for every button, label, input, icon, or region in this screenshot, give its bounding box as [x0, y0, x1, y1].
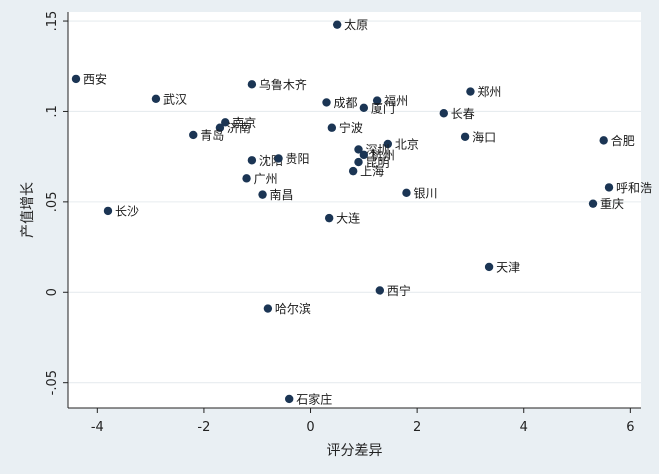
x-axis-title: 评分差异 — [327, 443, 383, 459]
data-point — [354, 157, 363, 167]
point-label: 合肥 — [611, 133, 635, 148]
data-point — [604, 183, 614, 192]
point-label: 重庆 — [600, 197, 624, 211]
y-axis-title: 产值增长 — [20, 182, 36, 238]
point-label: 昆明 — [365, 156, 389, 170]
point-label: 厦门 — [371, 100, 395, 115]
point-label: 南京 — [232, 115, 256, 130]
data-point — [439, 109, 448, 118]
data-point — [599, 136, 608, 145]
point-label: 济南 — [227, 120, 251, 135]
point-label: 上海 — [360, 164, 384, 179]
y-tick-label: 0 — [45, 288, 60, 296]
point-label: 南昌 — [270, 187, 294, 202]
point-label: 乌鲁木齐 — [259, 77, 307, 92]
point-label: 宁波 — [339, 120, 363, 135]
point-label: 西安 — [83, 71, 107, 86]
point-label: 广州 — [254, 172, 278, 186]
y-tick-label: .15 — [45, 11, 60, 32]
point-label: 海口 — [472, 129, 496, 144]
data-point — [263, 304, 273, 313]
data-point — [242, 174, 251, 183]
point-label: 大连 — [336, 211, 360, 226]
data-point — [359, 103, 369, 113]
point-label: 哈尔滨 — [275, 301, 311, 316]
point-label: 太原 — [344, 17, 368, 32]
x-tick-label: 4 — [520, 420, 528, 435]
data-point — [247, 80, 257, 89]
data-point — [103, 206, 113, 216]
data-point — [327, 123, 337, 132]
data-point — [324, 213, 334, 223]
data-point — [322, 98, 331, 107]
y-tick-label: .1 — [45, 105, 60, 117]
data-point — [71, 74, 81, 84]
data-point — [466, 87, 475, 96]
x-tick-label: 6 — [626, 420, 634, 435]
data-point — [375, 286, 385, 295]
point-label: 呼和浩 — [616, 181, 652, 195]
y-tick-label: .05 — [45, 192, 60, 213]
x-tick-label: 0 — [306, 420, 314, 435]
data-point — [274, 154, 283, 163]
point-label: 杭州 — [371, 147, 395, 162]
data-point — [484, 262, 494, 272]
data-point — [588, 199, 598, 208]
data-point — [258, 190, 267, 199]
point-label: 成都 — [334, 96, 358, 110]
data-point — [354, 145, 363, 154]
point-label: 武汉 — [163, 92, 187, 106]
data-point — [348, 166, 358, 176]
point-label: 石家庄 — [296, 391, 332, 406]
point-label: 青岛 — [200, 127, 224, 142]
x-tick-label: -2 — [197, 420, 210, 435]
data-point — [285, 394, 294, 404]
point-label: 西宁 — [387, 283, 411, 298]
point-label: 深圳 — [365, 143, 389, 157]
point-label: 银川 — [413, 186, 437, 200]
data-point — [151, 94, 161, 103]
data-point — [372, 96, 382, 105]
data-point — [460, 132, 470, 141]
point-label: 福州 — [384, 93, 408, 108]
point-label: 天津 — [496, 260, 520, 274]
data-point — [189, 130, 198, 140]
point-label: 郑州 — [477, 84, 501, 99]
plot-area — [68, 12, 641, 408]
point-label: 长春 — [451, 107, 475, 121]
y-tick-label: -.05 — [45, 370, 60, 395]
data-point — [402, 188, 411, 198]
data-point — [247, 156, 257, 165]
x-tick-label: -4 — [91, 420, 104, 435]
data-point — [221, 118, 230, 127]
data-point — [215, 123, 225, 132]
point-label: 贵阳 — [286, 152, 310, 166]
point-label: 北京 — [395, 138, 419, 152]
point-label: 长沙 — [115, 204, 139, 218]
data-point — [383, 139, 393, 149]
data-point — [332, 20, 342, 29]
x-tick-label: 2 — [413, 420, 421, 435]
data-point — [359, 150, 369, 160]
